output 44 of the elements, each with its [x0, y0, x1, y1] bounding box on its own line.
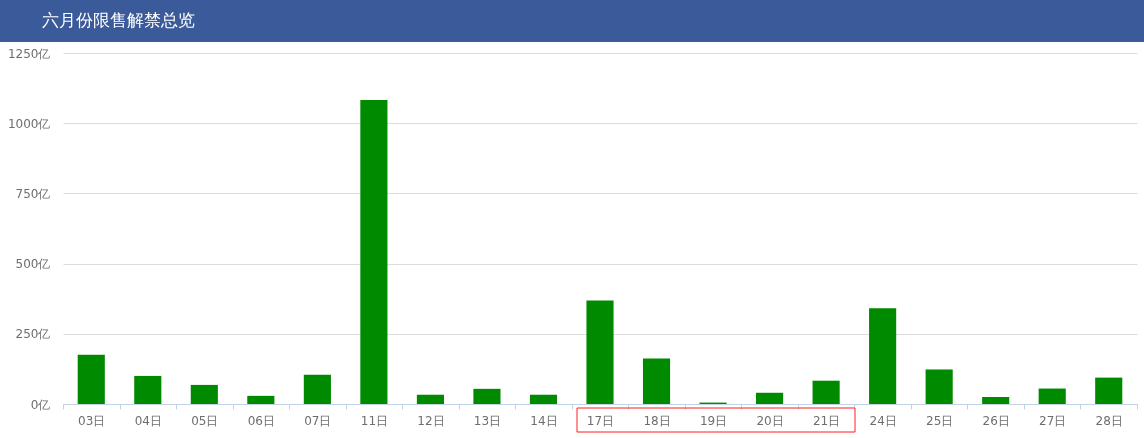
bar	[360, 99, 388, 404]
y-tick-label: 750亿	[15, 186, 51, 201]
x-tick-label: 04日	[134, 413, 162, 428]
x-tick-label: 13日	[473, 413, 502, 428]
x-tick-label: 11日	[360, 413, 389, 428]
bar	[982, 396, 1010, 404]
bar	[77, 354, 105, 404]
y-tick-label: 0亿	[30, 397, 51, 412]
chart-title: 六月份限售解禁总览	[42, 10, 195, 30]
bar	[134, 375, 162, 404]
bar	[1038, 388, 1066, 404]
bar	[925, 369, 953, 404]
bar	[586, 300, 614, 404]
bar	[812, 380, 840, 404]
bar	[869, 308, 897, 404]
x-tick-label: 03日	[78, 413, 106, 428]
y-tick-label: 250亿	[15, 327, 51, 342]
x-tick-label: 21日	[812, 413, 841, 428]
x-tick-label: 28日	[1095, 413, 1123, 428]
x-tick-label: 24日	[869, 413, 897, 428]
y-tick-label: 1000亿	[7, 116, 51, 131]
bar	[247, 395, 275, 404]
bar	[190, 384, 218, 404]
x-tick-label: 19日	[699, 413, 728, 428]
bar	[756, 392, 784, 404]
y-tick-label: 1250亿	[7, 46, 51, 61]
bar	[529, 394, 558, 404]
x-tick-label: 14日	[530, 413, 558, 428]
x-tick-label: 06日	[247, 413, 275, 428]
x-tick-label: 20日	[756, 413, 784, 428]
bar	[303, 374, 331, 404]
x-tick-label: 17日	[586, 413, 615, 428]
x-tick-label: 27日	[1039, 413, 1067, 428]
x-tick-label: 07日	[304, 413, 332, 428]
bar	[473, 388, 501, 404]
bar	[642, 358, 671, 404]
x-tick-label: 18日	[643, 413, 671, 428]
x-tick-label: 26日	[982, 413, 1010, 428]
x-tick-label: 12日	[417, 413, 445, 428]
y-tick-label: 500亿	[15, 257, 51, 272]
x-tick-label: 05日	[191, 413, 219, 428]
x-tick-label: 25日	[926, 413, 954, 428]
bar	[1095, 377, 1123, 404]
bar	[416, 394, 444, 404]
